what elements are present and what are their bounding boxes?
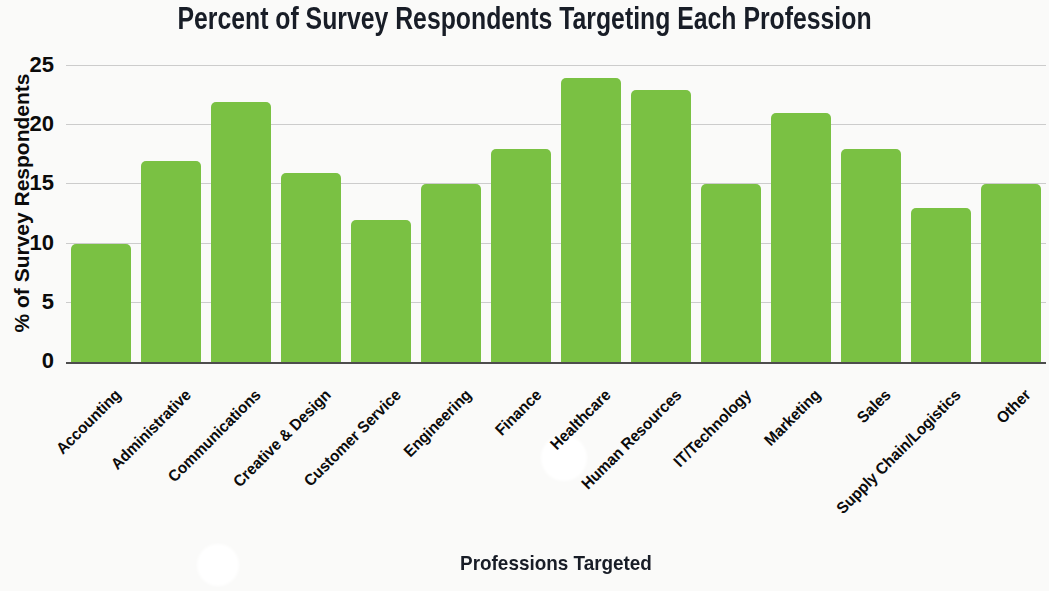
bar-creative-design	[281, 173, 341, 362]
x-tick-label: Other	[993, 386, 1034, 427]
bar-supply-chain-logistics	[911, 208, 971, 362]
plot-area: 0510152025AccountingAdministrativeCommun…	[66, 66, 1046, 364]
bar-slot: Administrative	[136, 66, 206, 362]
bar-other	[981, 184, 1041, 362]
x-tick-label: Engineering	[400, 386, 475, 461]
y-tick-label: 25	[30, 52, 54, 78]
bar-communications	[211, 102, 271, 362]
bar-engineering	[421, 184, 481, 362]
y-tick-label: 15	[30, 171, 54, 197]
x-tick-label: Supply Chain/Logistics	[833, 386, 965, 518]
x-tick-label: Accounting	[53, 386, 125, 458]
bar-accounting	[71, 244, 131, 362]
bars-layer: AccountingAdministrativeCommunicationsCr…	[66, 66, 1046, 362]
bar-healthcare	[561, 78, 621, 362]
chart-canvas: Percent of Survey Respondents Targeting …	[0, 0, 1049, 591]
bar-human-resources	[631, 90, 691, 362]
x-axis-title: Professions Targeted	[115, 551, 997, 575]
bar-slot: Sales	[836, 66, 906, 362]
y-tick-label: 20	[30, 112, 54, 138]
bar-customer-service	[351, 220, 411, 362]
chart-title: Percent of Survey Respondents Targeting …	[105, 1, 944, 37]
bar-marketing	[771, 113, 831, 362]
bar-slot: Healthcare	[556, 66, 626, 362]
bar-sales	[841, 149, 901, 362]
bar-slot: Customer Service	[346, 66, 416, 362]
bar-slot: Finance	[486, 66, 556, 362]
bar-finance	[491, 149, 551, 362]
bar-administrative	[141, 161, 201, 362]
bar-slot: Accounting	[66, 66, 136, 362]
x-tick-label: Sales	[854, 386, 895, 427]
bar-slot: IT/Technology	[696, 66, 766, 362]
x-tick-label: Marketing	[761, 386, 824, 449]
y-tick-label: 10	[30, 230, 54, 256]
bar-slot: Creative & Design	[276, 66, 346, 362]
bar-slot: Other	[976, 66, 1046, 362]
bar-slot: Human Resources	[626, 66, 696, 362]
y-tick-label: 5	[42, 289, 54, 315]
bar-it-technology	[701, 184, 761, 362]
bar-slot: Engineering	[416, 66, 486, 362]
x-tick-label: Finance	[491, 386, 544, 439]
bar-slot: Communications	[206, 66, 276, 362]
bar-slot: Marketing	[766, 66, 836, 362]
bar-slot: Supply Chain/Logistics	[906, 66, 976, 362]
y-tick-label: 0	[42, 348, 54, 374]
